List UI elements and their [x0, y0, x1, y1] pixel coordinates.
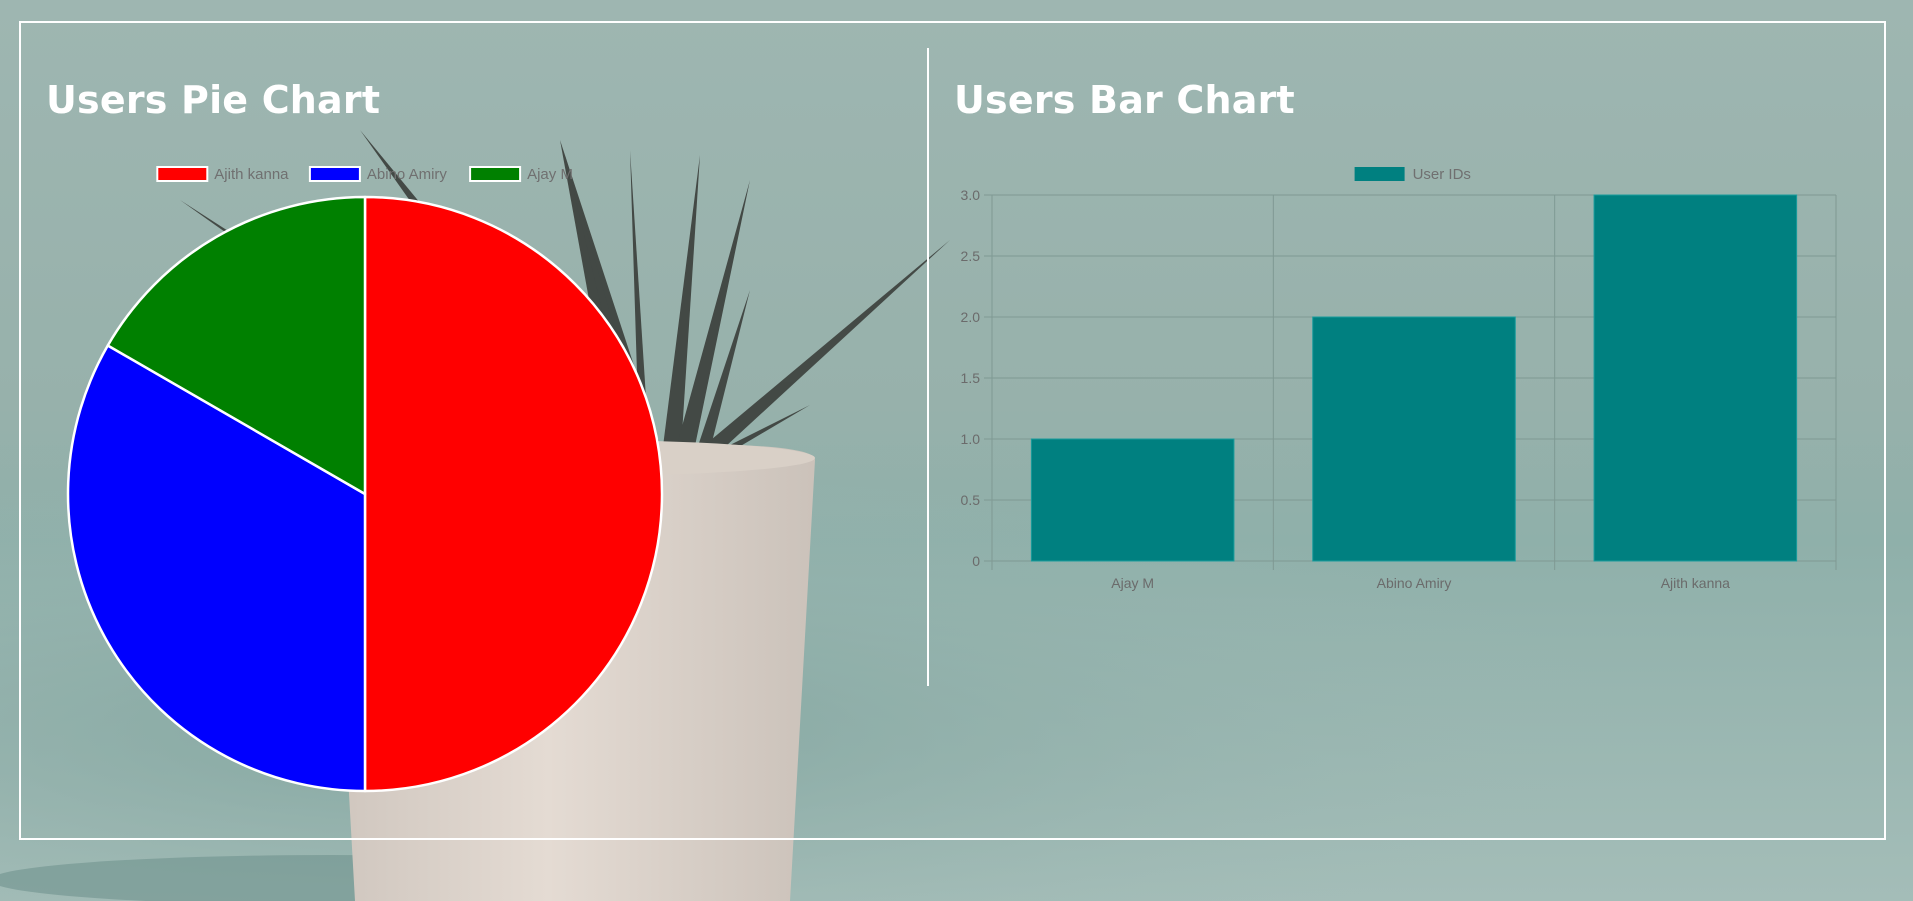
pie-slice-ajay-m[interactable] — [106, 195, 367, 496]
y-tick-label: 3.0 — [961, 187, 981, 203]
legend-swatch-abino-amiry[interactable] — [308, 166, 361, 182]
legend-label-abino-amiry[interactable]: Abino Amiry — [367, 166, 448, 183]
legend-swatch-ajay-m[interactable] — [469, 166, 522, 182]
bar-ajay-m[interactable] — [1030, 438, 1235, 562]
pie-slice-ajith-kanna[interactable] — [363, 195, 664, 793]
legend-label-user-ids[interactable]: User IDs — [1413, 166, 1471, 183]
x-tick-label-ajay-m: Ajay M — [1111, 575, 1154, 591]
x-tick-label-abino-amiry: Abino Amiry — [1377, 575, 1452, 591]
pie-slice-abino-amiry[interactable] — [66, 344, 367, 793]
y-tick-label: 1.0 — [961, 431, 981, 447]
bar-ajith-kanna[interactable] — [1593, 194, 1798, 562]
pie-chart-heading: Users Pie Chart — [46, 78, 381, 122]
legend-swatch-user-ids[interactable] — [1354, 167, 1405, 181]
legend-label-ajay-m[interactable]: Ajay M — [527, 166, 573, 183]
legend-label-ajith-kanna[interactable]: Ajith kanna — [214, 166, 289, 183]
bar-abino-amiry[interactable] — [1312, 316, 1516, 562]
bar-chart-heading: Users Bar Chart — [954, 78, 1295, 122]
x-tick-label-ajith-kanna: Ajith kanna — [1661, 575, 1730, 591]
y-tick-label: 1.5 — [961, 370, 981, 386]
content-frame — [19, 21, 1886, 840]
y-tick-label: 0.5 — [961, 492, 981, 508]
legend-swatch-ajith-kanna[interactable] — [156, 166, 209, 182]
y-tick-label: 2.0 — [961, 309, 981, 325]
y-tick-label: 2.5 — [961, 248, 981, 264]
pie-chart: Ajith kanna Abino Amiry Ajay M — [66, 166, 664, 793]
y-tick-label: 0 — [972, 553, 980, 569]
section-divider — [927, 48, 929, 686]
